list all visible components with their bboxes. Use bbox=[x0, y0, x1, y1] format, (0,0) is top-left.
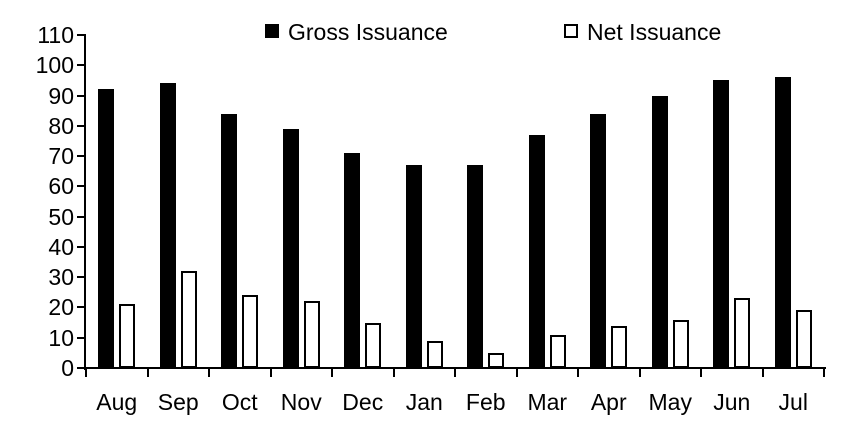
net-issuance-legend-swatch-icon bbox=[564, 24, 578, 38]
x-tick-label: Dec bbox=[342, 389, 384, 415]
bar-net-issuance-oct bbox=[242, 295, 259, 368]
x-tick-label: Jul bbox=[778, 389, 808, 415]
y-axis-tick bbox=[77, 64, 86, 67]
bar-gross-issuance-nov bbox=[282, 128, 299, 368]
bar-gross-issuance-jan bbox=[405, 165, 422, 368]
x-tick-label: Jun bbox=[713, 389, 751, 415]
y-tick-label: 30 bbox=[48, 264, 74, 291]
y-tick-label: 20 bbox=[48, 294, 74, 321]
net-issuance-legend-label: Net Issuance bbox=[587, 19, 722, 45]
y-tick-label: 70 bbox=[48, 143, 74, 170]
x-tick-label: Oct bbox=[221, 389, 258, 415]
bar-gross-issuance-may bbox=[651, 95, 668, 368]
x-tick-label: Mar bbox=[527, 389, 568, 415]
x-tick-label: May bbox=[648, 389, 692, 415]
x-axis-tick bbox=[85, 368, 87, 377]
x-axis-tick bbox=[269, 368, 272, 377]
x-tick-label: Sep bbox=[157, 389, 199, 415]
x-axis-tick bbox=[577, 368, 579, 377]
y-tick-label: 40 bbox=[48, 233, 74, 260]
x-axis-tick bbox=[208, 368, 210, 377]
x-axis-tick bbox=[638, 368, 641, 377]
bar-net-issuance-sep bbox=[180, 271, 197, 368]
y-axis-tick bbox=[77, 306, 86, 309]
y-axis-tick bbox=[77, 94, 86, 97]
bar-gross-issuance-mar bbox=[528, 134, 545, 368]
bar-gross-issuance-feb bbox=[467, 165, 484, 368]
x-axis-tick bbox=[331, 368, 333, 377]
y-axis-tick bbox=[77, 245, 86, 248]
y-tick-label: 110 bbox=[37, 22, 74, 48]
y-tick-label: 0 bbox=[61, 355, 74, 381]
x-tick-label: Feb bbox=[465, 389, 506, 415]
bar-net-issuance-jul bbox=[795, 310, 812, 368]
x-tick-label: Aug bbox=[96, 389, 138, 415]
bar-gross-issuance-sep bbox=[159, 83, 176, 368]
x-axis-tick bbox=[700, 368, 702, 377]
x-axis-tick bbox=[392, 368, 395, 377]
x-axis-tick bbox=[823, 368, 825, 377]
bar-net-issuance-jan bbox=[426, 340, 443, 368]
bar-net-issuance-nov bbox=[303, 301, 320, 368]
x-axis-tick bbox=[515, 368, 518, 377]
x-tick-label: Jan bbox=[405, 389, 443, 415]
x-axis-tick bbox=[146, 368, 149, 377]
y-axis-line bbox=[84, 35, 86, 370]
y-axis-tick bbox=[77, 336, 86, 339]
bar-net-issuance-feb bbox=[488, 352, 505, 368]
bar-net-issuance-dec bbox=[365, 322, 382, 368]
y-axis-tick bbox=[77, 124, 86, 127]
bar-net-issuance-jun bbox=[734, 298, 751, 368]
y-axis-tick bbox=[77, 155, 86, 158]
bar-gross-issuance-oct bbox=[221, 113, 238, 368]
bar-gross-issuance-jun bbox=[713, 80, 730, 368]
y-axis-tick bbox=[77, 34, 86, 36]
x-tick-label: Nov bbox=[280, 389, 322, 415]
y-axis-tick bbox=[77, 185, 86, 188]
y-tick-label: 50 bbox=[48, 203, 74, 230]
y-axis-tick bbox=[77, 215, 86, 218]
gross-issuance-legend-swatch-icon bbox=[265, 24, 279, 38]
y-tick-label: 90 bbox=[48, 82, 74, 109]
bar-gross-issuance-dec bbox=[344, 153, 361, 368]
y-axis-tick bbox=[77, 367, 86, 369]
bar-gross-issuance-jul bbox=[774, 77, 791, 368]
gross-issuance-legend-label: Gross Issuance bbox=[288, 19, 448, 45]
bar-net-issuance-apr bbox=[611, 325, 628, 368]
y-tick-label: 80 bbox=[48, 112, 74, 139]
x-tick-label: Apr bbox=[590, 389, 627, 415]
x-axis-tick bbox=[761, 368, 764, 377]
y-tick-label: 100 bbox=[35, 52, 74, 79]
bar-net-issuance-mar bbox=[549, 334, 566, 368]
x-axis-tick bbox=[454, 368, 456, 377]
bar-net-issuance-aug bbox=[119, 304, 136, 368]
bar-gross-issuance-apr bbox=[590, 113, 607, 368]
bar-net-issuance-may bbox=[672, 319, 689, 368]
y-axis-tick bbox=[77, 276, 86, 279]
y-tick-label: 60 bbox=[48, 173, 74, 200]
bar-gross-issuance-aug bbox=[98, 89, 115, 368]
y-tick-label: 10 bbox=[48, 324, 74, 351]
